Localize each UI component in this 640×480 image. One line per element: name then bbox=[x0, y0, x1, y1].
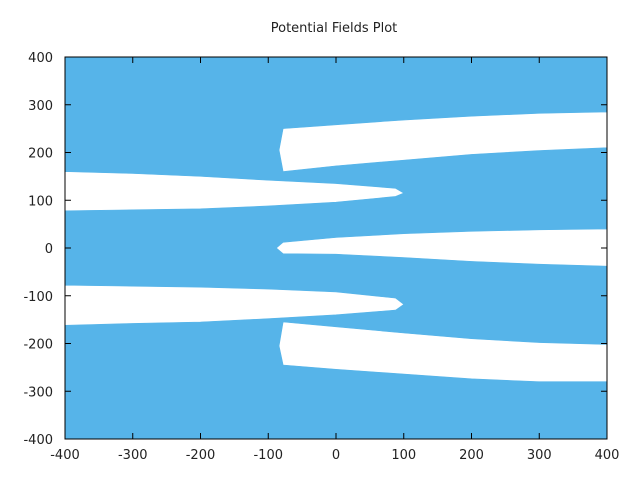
field-gap-3 bbox=[276, 228, 608, 267]
y-tick-label: 400 bbox=[28, 51, 53, 66]
y-tick-label: -200 bbox=[23, 338, 53, 353]
field-gap-4 bbox=[64, 284, 405, 326]
y-tick-label: 0 bbox=[45, 242, 53, 257]
x-tick-label: -100 bbox=[253, 448, 283, 463]
x-tick-label: 400 bbox=[595, 448, 620, 463]
x-tick-label: -400 bbox=[50, 448, 80, 463]
axis-ticks: -400 -300 -200 -100 0 100 200 300 400 -400 -300 -20… bbox=[23, 51, 619, 463]
x-tick-label: 0 bbox=[332, 448, 340, 463]
field-gap-2 bbox=[64, 171, 405, 212]
y-tick-label: -300 bbox=[23, 385, 53, 400]
x-tick-label: -300 bbox=[118, 448, 148, 463]
field-gap-1 bbox=[278, 111, 608, 172]
y-tick-label: 100 bbox=[28, 194, 53, 209]
y-tick-label: 300 bbox=[28, 99, 53, 114]
x-tick-label: 300 bbox=[527, 448, 552, 463]
x-tick-label: 100 bbox=[391, 448, 416, 463]
x-tick-label: 200 bbox=[459, 448, 484, 463]
axis-frame bbox=[64, 56, 608, 440]
y-tick-label: -100 bbox=[23, 290, 53, 305]
plot-area bbox=[64, 57, 608, 439]
field-gap-5 bbox=[278, 321, 608, 383]
chart-title: Potential Fields Plot bbox=[271, 21, 398, 36]
y-tick-label: -400 bbox=[23, 433, 53, 448]
y-tick-label: 200 bbox=[28, 147, 53, 162]
x-tick-label: -200 bbox=[186, 448, 216, 463]
